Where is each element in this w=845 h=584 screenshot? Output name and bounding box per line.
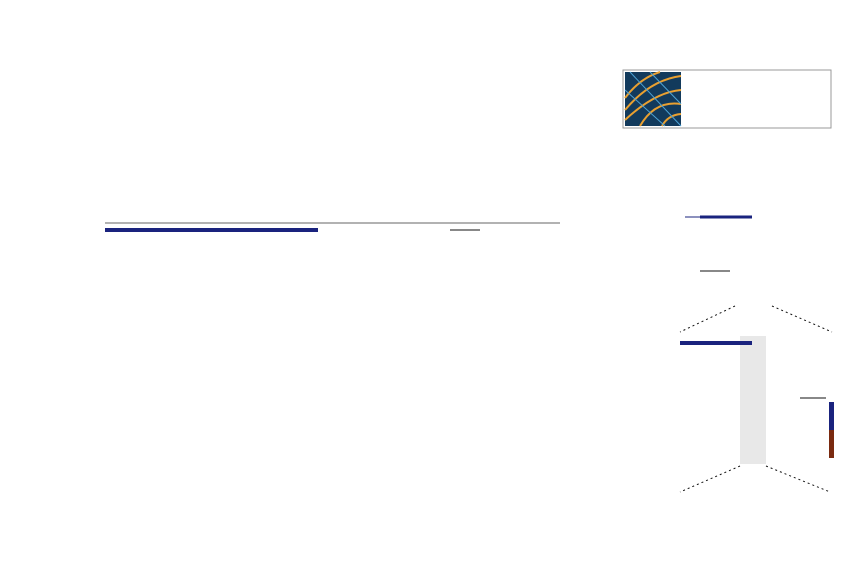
right-figure — [679, 215, 834, 493]
highlight — [740, 336, 766, 464]
zoom-line — [679, 465, 831, 493]
logo-decoration — [624, 71, 682, 127]
zoom-line — [679, 305, 833, 333]
left-figure — [105, 222, 560, 232]
logo-decoration — [624, 71, 682, 127]
encode-logo — [622, 69, 832, 129]
color-key — [829, 402, 834, 430]
color-key — [829, 430, 834, 458]
